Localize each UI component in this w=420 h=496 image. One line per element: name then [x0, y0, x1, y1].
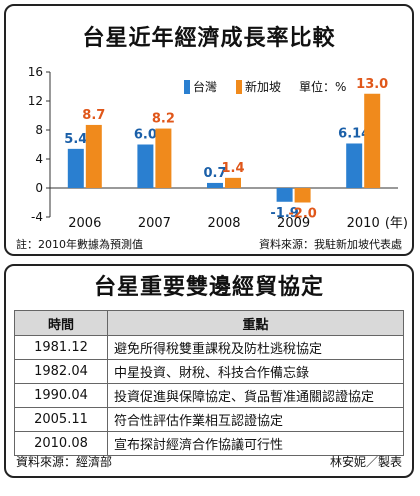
data-label: 6.0 [134, 128, 157, 143]
table-row: 1990.04 投資促進與保障協定、貨品暫准通關認證協定 [14, 383, 404, 408]
row-date: 1990.04 [14, 383, 108, 408]
chart-title: 台星近年經濟成長率比較 [82, 26, 336, 51]
data-label: 13.0 [356, 77, 388, 92]
bar-chart: 16 12 8 4 0 -4 5.4 8.7 2006 6.08.2 2007 0.71.4 2008 -… [28, 65, 408, 231]
y-tick-label: 16 [28, 65, 43, 79]
agreements-table: 時間 重點 1981.12 避免所得稅雙重課稅及防杜逃稅協定 1982.04 中… [14, 310, 404, 456]
row-date: 2010.08 [14, 431, 108, 456]
row-point: 中星投資、財稅、科技合作備忘錄 [107, 359, 404, 384]
bar-singapore [155, 128, 172, 188]
bar-taiwan [207, 182, 223, 188]
bar-taiwan [137, 144, 154, 188]
header-date: 時間 [14, 310, 108, 336]
row-point: 符合性評估作業相互認證協定 [107, 407, 404, 432]
y-tick-label: -4 [31, 210, 43, 224]
agreements-panel: 台星重要雙邊經貿協定 時間 重點 1981.12 避免所得稅雙重課稅及防杜逃稅協… [4, 264, 414, 478]
bar-singapore [225, 177, 241, 188]
x-unit-label: (年) [385, 216, 408, 231]
row-point: 避免所得稅雙重課稅及防杜逃稅協定 [107, 335, 404, 360]
unit-label-text: 單位：% [299, 80, 347, 94]
legend-singapore-label: 新加坡 [245, 80, 282, 94]
data-label: 5.4 [64, 132, 87, 147]
x-tick-label: 2008 [207, 216, 240, 231]
table-row: 1982.04 中星投資、財稅、科技合作備忘錄 [14, 359, 404, 384]
legend-taiwan-swatch [184, 79, 190, 94]
row-date: 2005.11 [14, 407, 108, 432]
bar-singapore [294, 188, 311, 203]
data-label: 8.2 [152, 112, 175, 127]
x-tick-label: 2006 [68, 216, 101, 231]
x-tick-label: 2009 [277, 216, 310, 231]
bar-taiwan [276, 188, 293, 202]
data-label: 1.4 [221, 161, 244, 176]
header-point: 重點 [107, 310, 404, 336]
table-row: 2010.08 宣布探討經濟合作協議可行性 [14, 431, 404, 456]
chart-panel: 16 12 8 4 0 -4 5.4 8.7 2006 6.0 8.2 2007 0.7 1.4 2008 -… [4, 4, 414, 256]
y-tick-label: 0 [35, 181, 43, 195]
bar-taiwan [346, 143, 363, 188]
unit-label: 單位：% [299, 78, 346, 95]
bar-singapore [364, 93, 381, 188]
bar-taiwan [67, 148, 84, 188]
legend-taiwan: 台灣 [184, 78, 217, 95]
legend-taiwan-label: 台灣 [193, 80, 218, 94]
legend-singapore-swatch [236, 79, 242, 94]
y-tick-label: 8 [35, 123, 43, 137]
table-row: 2005.11 符合性評估作業相互認證協定 [14, 407, 404, 432]
data-label: -1.9 [270, 206, 298, 221]
chart-note: 註：2010年數據為預測值 [16, 238, 143, 251]
data-label: 8.7 [82, 108, 105, 123]
table-row: 1981.12 避免所得稅雙重課稅及防杜逃稅協定 [14, 335, 404, 360]
table-credit: 林安妮／製表 [329, 455, 402, 469]
data-label: 6.14 [338, 126, 370, 141]
table-header-row: 時間 重點 [14, 310, 404, 336]
table-title: 台星重要雙邊經貿協定 [93, 275, 324, 300]
row-point: 宣布探討經濟合作協議可行性 [107, 431, 404, 456]
y-tick-label: 4 [35, 152, 43, 166]
y-tick-label: 12 [28, 94, 43, 108]
row-date: 1981.12 [14, 335, 108, 360]
table-source: 資料來源：經濟部 [16, 455, 113, 469]
data-label: -2.0 [288, 207, 316, 222]
data-label: 0.7 [203, 166, 226, 181]
x-tick-label: 2007 [138, 216, 171, 231]
legend-singapore: 新加坡 [236, 78, 281, 95]
row-point: 投資促進與保障協定、貨品暫准通關認證協定 [107, 383, 404, 408]
chart-source: 資料來源：我駐新加坡代表處 [259, 238, 402, 251]
bar-singapore [85, 124, 102, 188]
row-date: 1982.04 [14, 359, 108, 384]
x-tick-label: 2010 [347, 216, 380, 231]
